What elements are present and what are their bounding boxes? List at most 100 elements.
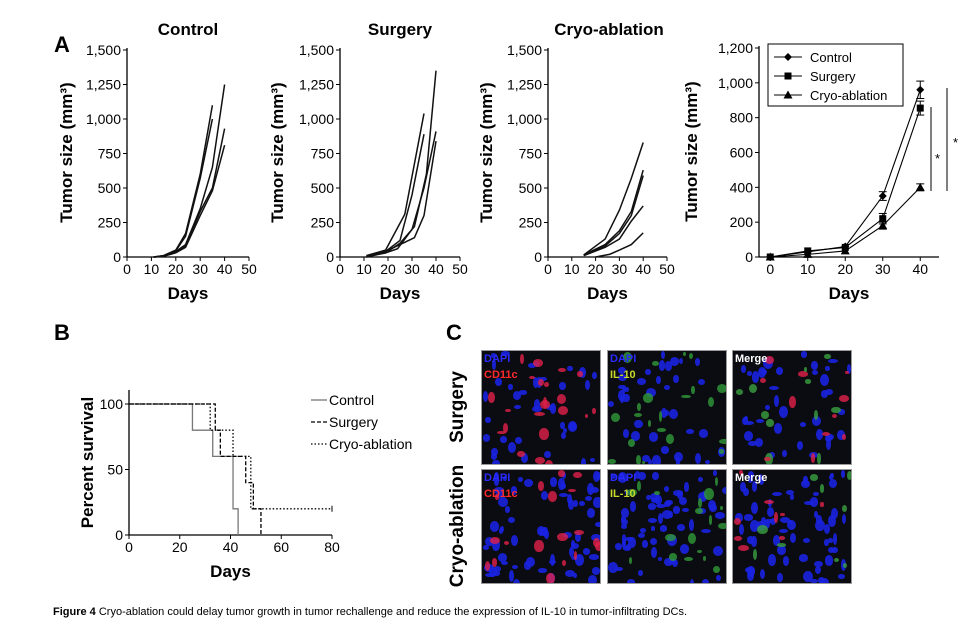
stained-cell [719,438,726,444]
cell-nucleus [621,518,628,526]
stain-label: CD11c [484,488,518,500]
legend-label: Control [329,392,374,408]
cell-nucleus [524,561,531,570]
stained-cell [798,371,808,377]
cell-nucleus [803,475,808,484]
stained-cell [719,449,725,454]
panel-label-b: B [54,320,70,345]
cell-nucleus [814,511,819,518]
cell-nucleus [721,486,726,495]
cell-nucleus [583,548,591,555]
growth-line [595,232,644,258]
cell-nucleus [828,474,833,481]
micrograph: DAPI CD11c [481,469,601,584]
legend: Control Surgery Cryo-ablation [767,43,904,107]
cell-nucleus [587,508,596,519]
stained-cell [641,460,645,464]
x-axis-label: Days [587,284,628,303]
growth-line [583,142,644,256]
chart-2: 0 10 20 30 40 5002505007501,0001,2501,500Days… [477,20,675,303]
stained-cell [592,407,596,415]
cell-nucleus [837,430,845,441]
stained-cell [539,399,550,410]
cell-nucleus [804,501,814,506]
cell-nucleus [777,545,786,555]
stained-cell [841,505,847,513]
y-tick-label: 0 [534,249,542,265]
cell-nucleus [777,573,783,583]
stained-cell [548,491,557,503]
stained-cell [637,480,641,491]
stain-label: IL-10 [610,488,636,500]
cell-nucleus [814,560,823,568]
cell-nucleus [819,578,830,583]
cell-nucleus [645,495,651,501]
chart-title: Surgery [368,20,433,39]
cell-nucleus [657,512,663,524]
cell-nucleus [575,531,581,543]
cell-nucleus [657,556,662,562]
y-axis-label: Tumor size (mm³) [268,82,287,222]
cell-nucleus [779,406,789,418]
stained-cell [702,555,707,562]
y-axis-label: Tumor size (mm³) [682,81,701,221]
cell-nucleus [570,542,579,549]
cell-nucleus [679,496,687,505]
cell-nucleus [618,472,628,483]
stained-cell [666,434,674,445]
cell-nucleus [747,535,755,544]
stained-cell [657,428,667,432]
x-tick-label: 50 [452,261,468,277]
cell-nucleus [828,515,837,528]
stained-cell [846,471,851,481]
stained-cell [635,455,641,464]
cell-nucleus [572,572,578,578]
cell-nucleus [494,471,500,482]
cell-nucleus [634,470,641,479]
cell-nucleus [621,516,627,522]
cell-nucleus [820,389,829,398]
stained-cell [495,494,500,500]
stained-cell [658,411,663,422]
cell-nucleus [759,568,765,580]
cell-nucleus [494,492,504,498]
cell-nucleus [494,476,500,486]
cell-nucleus [528,362,537,368]
significance-star: * [953,135,958,150]
triangle-marker [765,252,775,261]
growth-line [153,84,226,258]
cell-nucleus [623,428,629,438]
cell-nucleus [673,451,683,462]
cell-nucleus [621,523,628,530]
cell-nucleus [636,377,646,385]
cell-nucleus [663,384,671,391]
cell-nucleus [797,440,804,451]
stained-cell [817,453,821,464]
cell-nucleus [503,475,508,481]
cell-nucleus [658,360,666,372]
cell-nucleus [678,357,683,365]
stained-cell [765,356,775,364]
row-label-cryo-ablation: Cryo-ablation [447,464,468,588]
x-tick-label: 50 [241,261,257,277]
stain-label: Merge [735,472,768,484]
cell-nucleus [504,506,510,514]
y-tick-label: 800 [730,110,754,126]
stain-label: DAPI [610,472,637,484]
cell-nucleus [769,517,777,525]
cell-nucleus [631,431,640,441]
cell-nucleus [608,400,615,407]
triangle-marker [803,249,813,258]
cell-nucleus [744,421,754,426]
cell-nucleus [702,578,709,583]
cell-nucleus [697,476,703,483]
diamond-marker [784,53,792,61]
figure-caption: Figure 4 Cryo-ablation could delay tumor… [53,606,687,618]
cell-nucleus [756,419,765,424]
y-tick-label: 1,250 [507,77,542,93]
y-tick-label: 250 [519,215,543,231]
cell-nucleus [820,373,830,386]
cell-nucleus [815,566,822,575]
mean-line-1 [770,107,921,258]
